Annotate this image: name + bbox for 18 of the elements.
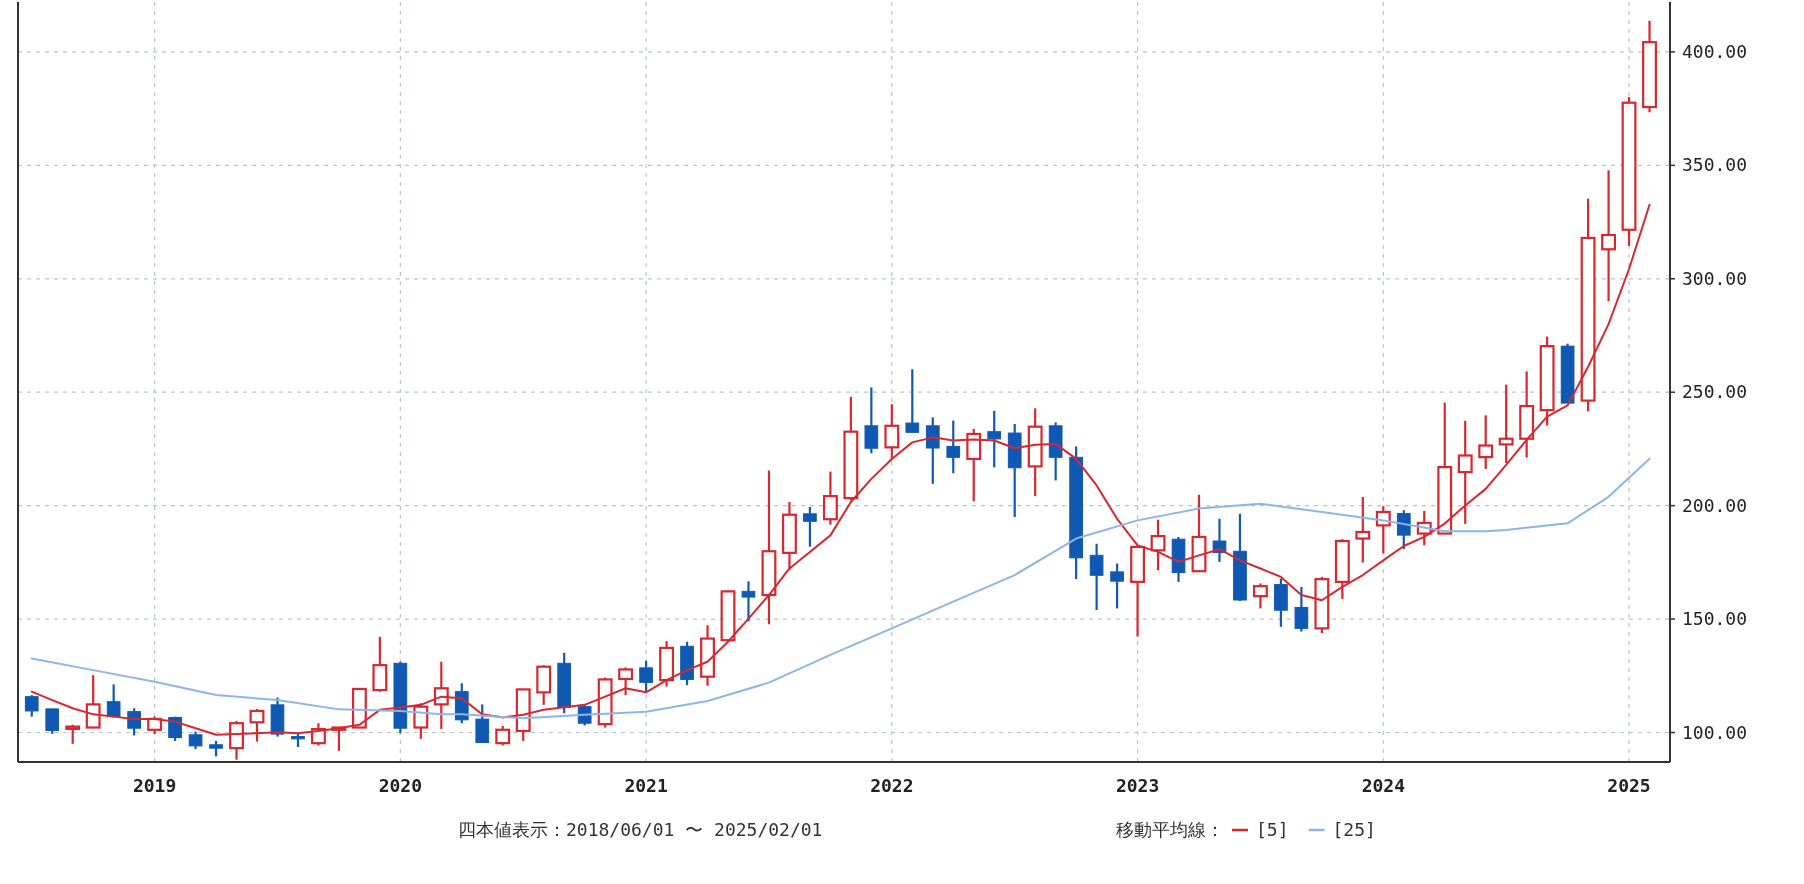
legend-label: [5] [1256,819,1289,840]
y-tick-label: 400.00 [1682,40,1748,62]
y-tick-label: 250.00 [1682,381,1748,403]
text: 四本値表示：2018/06/01 〜 2025/02/01 [458,819,823,840]
x-tick-label: 2025 [1607,775,1651,796]
x-tick-label: 2019 [132,775,177,796]
x-tick-label: 2021 [624,775,668,796]
x-tick-label: 2023 [1115,775,1160,796]
y-tick-label: 350.00 [1682,154,1748,176]
y-tick-label: 300.00 [1682,267,1748,289]
x-tick-label: 2022 [870,775,914,796]
x-tick-label: 2020 [378,775,423,796]
y-tick-label: 100.00 [1682,721,1748,743]
legend-title: 移動平均線： [1116,819,1224,840]
y-tick-label: 200.00 [1682,494,1748,516]
y-tick-label: 150.00 [1682,608,1748,630]
legend-label: [25] [1332,819,1376,840]
x-tick-label: 2024 [1361,775,1406,796]
